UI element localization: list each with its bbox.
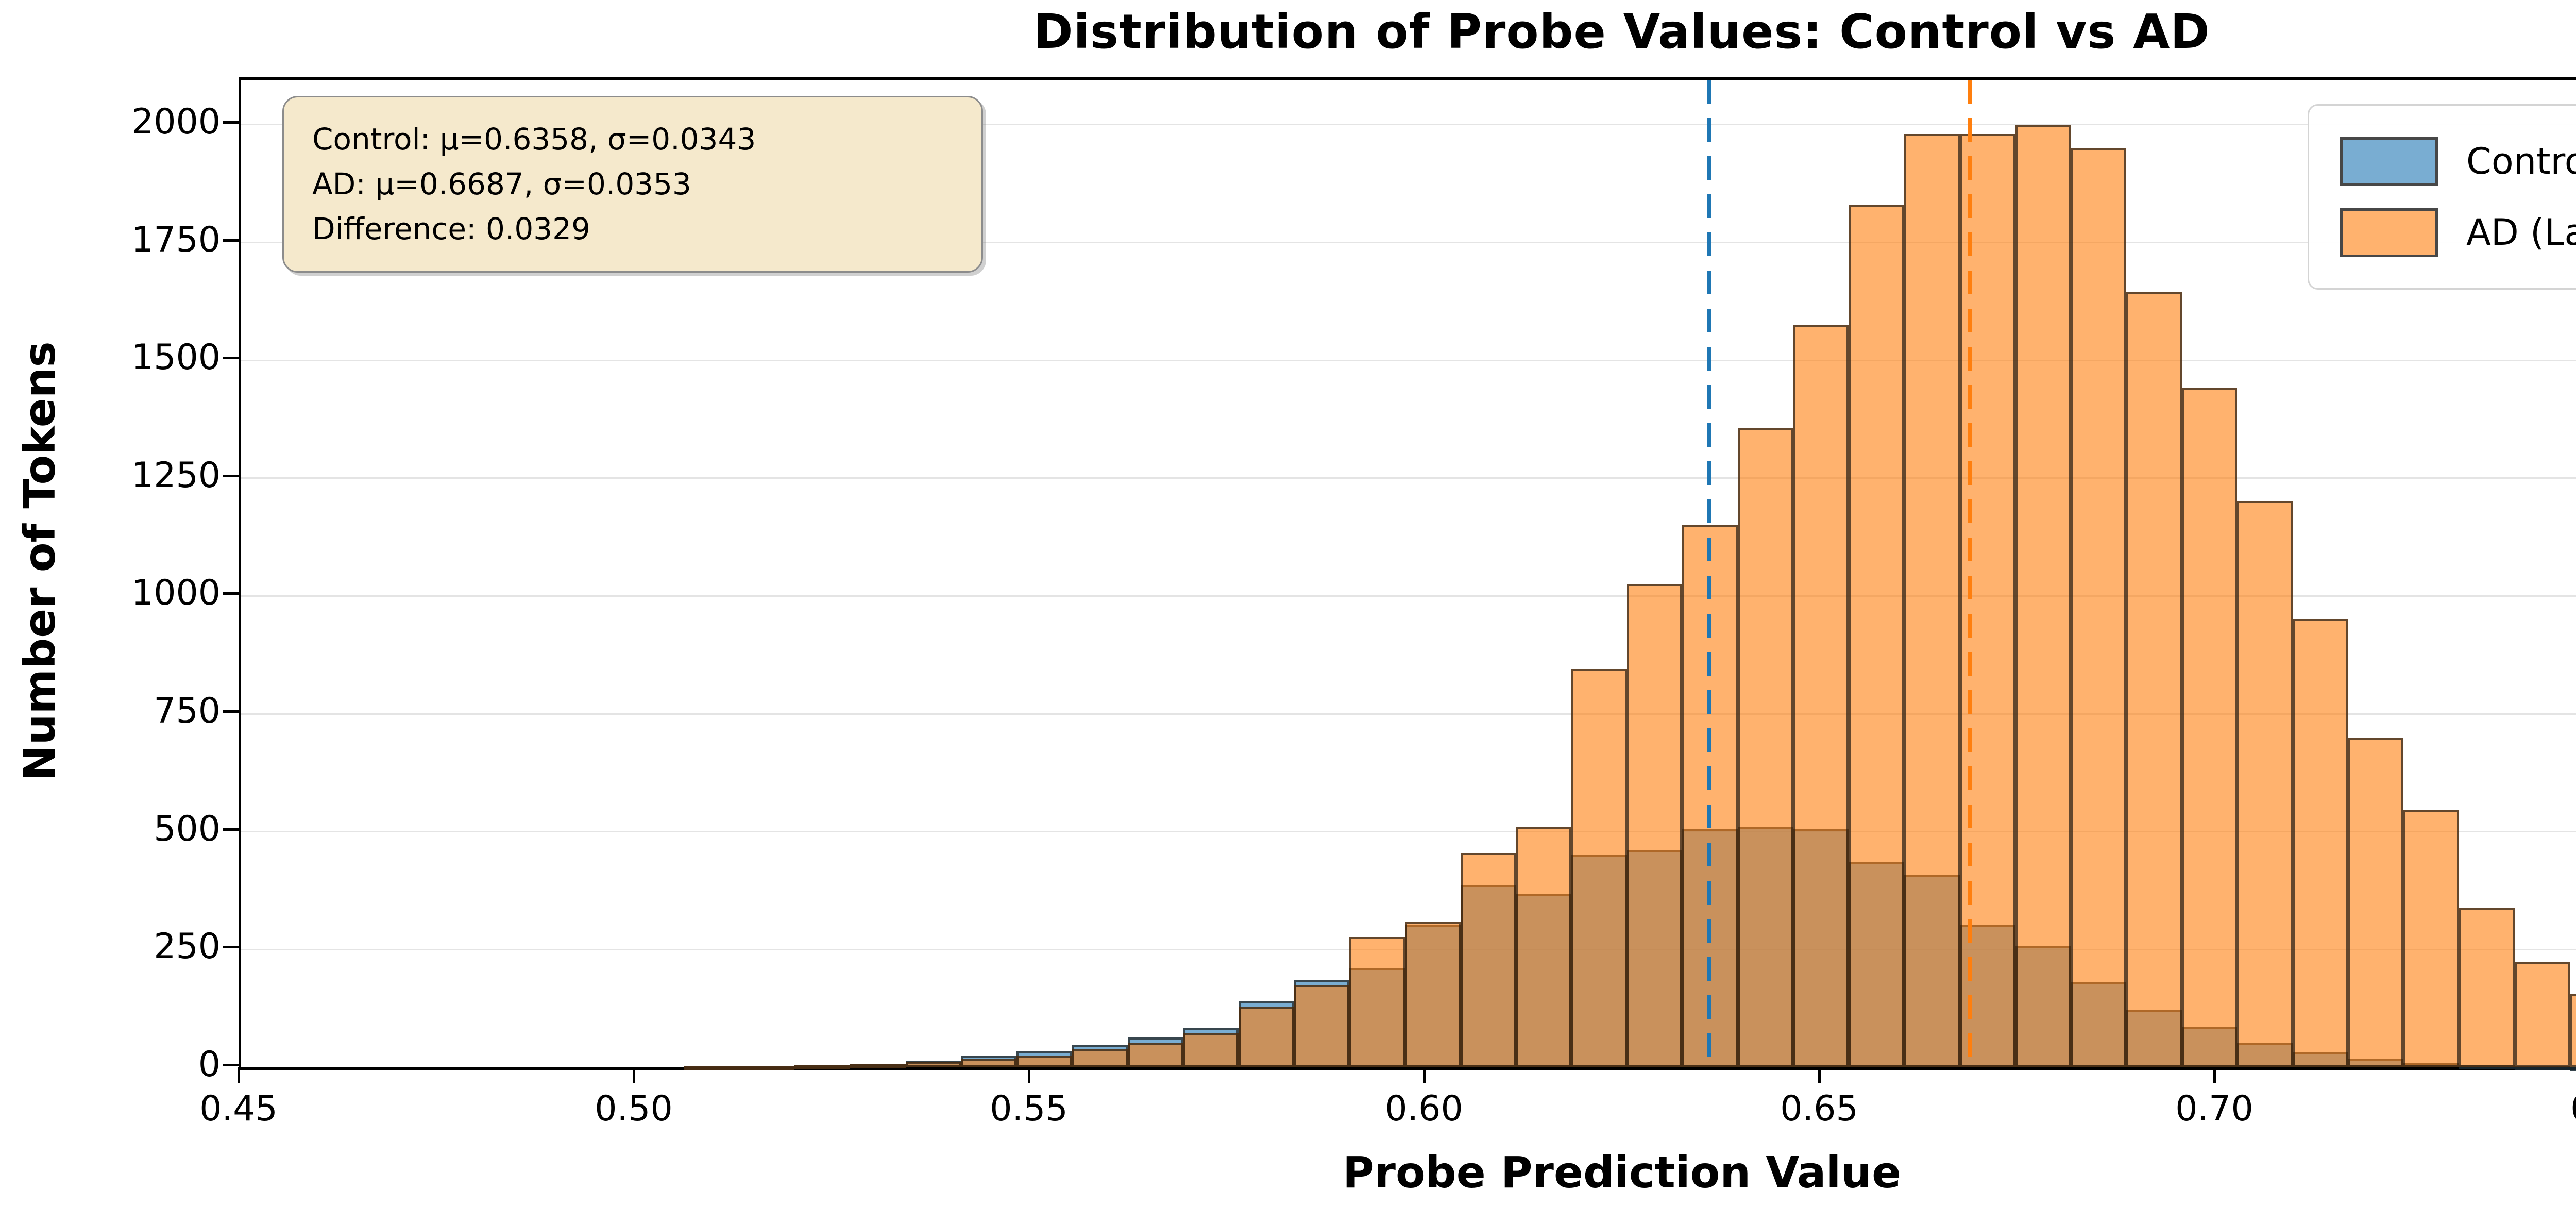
y-tick-label: 750 xyxy=(154,691,221,732)
ad-bar xyxy=(2570,994,2576,1067)
x-axis-label: Probe Prediction Value xyxy=(1342,1147,1902,1198)
ad-bar xyxy=(1571,669,1627,1067)
legend-item-control: Control (Label=0) xyxy=(2340,130,2576,192)
y-tick-label: 1500 xyxy=(131,337,221,378)
ad-bar xyxy=(961,1059,1017,1067)
x-tick-label: 0.50 xyxy=(595,1089,673,1129)
ad-bar xyxy=(2348,737,2404,1067)
ad-bar xyxy=(1626,583,1683,1067)
ad-bar xyxy=(2292,619,2348,1067)
y-tick-label: 2000 xyxy=(131,101,221,142)
plot-area xyxy=(239,77,2576,1072)
control-bar xyxy=(2514,1066,2570,1071)
y-tick-label: 1750 xyxy=(131,219,221,260)
ad-bar xyxy=(1016,1056,1072,1067)
stats-line-control: Control: μ=0.6358, σ=0.0343 xyxy=(312,122,756,157)
gridline-y-500 xyxy=(241,831,2576,833)
x-tick-mark xyxy=(237,1067,240,1083)
y-tick-mark xyxy=(223,946,239,949)
chart-title: Distribution of Probe Values: Control vs… xyxy=(1033,4,2210,59)
y-tick-label: 500 xyxy=(154,808,221,849)
ad-bar xyxy=(1127,1043,1183,1067)
ad-swatch-icon xyxy=(2340,208,2438,257)
x-tick-mark xyxy=(1422,1067,1426,1083)
y-tick-mark xyxy=(223,239,239,242)
ad-bar xyxy=(2015,124,2071,1067)
ad-bar xyxy=(2181,388,2238,1067)
ad-bar xyxy=(2237,500,2293,1067)
ad-bar xyxy=(2403,809,2459,1067)
ad-bar xyxy=(905,1062,961,1067)
y-tick-mark xyxy=(223,592,239,595)
y-tick-mark xyxy=(223,710,239,713)
gridline-y-1250 xyxy=(241,477,2576,479)
y-tick-mark xyxy=(223,357,239,360)
y-tick-label: 0 xyxy=(198,1044,221,1085)
control-mean-line xyxy=(1707,80,1712,1067)
legend-label-control: Control (Label=0) xyxy=(2466,140,2576,182)
ad-bar xyxy=(1793,324,1849,1067)
y-tick-label: 250 xyxy=(154,926,221,967)
ad-bar xyxy=(1904,134,1960,1067)
ad-bar xyxy=(794,1065,851,1070)
x-tick-label: 0.65 xyxy=(1780,1089,1858,1129)
x-tick-mark xyxy=(632,1067,635,1083)
stats-annotation-box: Control: μ=0.6358, σ=0.0343 AD: μ=0.6687… xyxy=(282,96,983,273)
stats-line-ad: AD: μ=0.6687, σ=0.0353 xyxy=(312,166,691,202)
gridline-y-2000 xyxy=(241,124,2576,126)
ad-bar xyxy=(2514,962,2570,1067)
ad-bar xyxy=(1516,826,1571,1067)
ad-bar xyxy=(1072,1049,1128,1067)
legend-item-ad: AD (Label=1) xyxy=(2340,202,2576,263)
ad-bar xyxy=(2071,148,2126,1067)
ad-bar xyxy=(1294,985,1350,1067)
y-tick-label: 1000 xyxy=(131,573,221,614)
x-tick-label: 0.45 xyxy=(199,1089,278,1129)
ad-bar xyxy=(1404,922,1461,1067)
ad-bar xyxy=(1460,852,1516,1067)
legend-label-ad: AD (Label=1) xyxy=(2466,211,2576,254)
gridline-y-1750 xyxy=(241,242,2576,244)
control-bar xyxy=(2570,1067,2576,1072)
ad-bar xyxy=(2459,907,2515,1067)
y-tick-label: 1250 xyxy=(131,455,221,496)
ad-bar xyxy=(850,1064,906,1068)
y-tick-mark xyxy=(223,828,239,831)
ad-mean-line xyxy=(1967,80,1972,1067)
gridline-y-750 xyxy=(241,713,2576,715)
control-swatch-icon xyxy=(2340,137,2438,186)
y-tick-mark xyxy=(223,121,239,124)
ad-bar xyxy=(1349,936,1405,1067)
ad-bar xyxy=(2126,292,2182,1067)
y-tick-mark xyxy=(223,1064,239,1066)
ad-bar xyxy=(1849,205,1905,1067)
legend: Control (Label=0) AD (Label=1) xyxy=(2308,104,2576,290)
ad-bar xyxy=(1738,427,1793,1067)
x-tick-mark xyxy=(1818,1067,1821,1083)
y-tick-mark xyxy=(223,474,239,477)
x-tick-label: 0.75 xyxy=(2522,1087,2576,1131)
x-tick-label: 0.60 xyxy=(1385,1089,1463,1129)
x-tick-mark xyxy=(2213,1067,2216,1083)
ad-bar xyxy=(1238,1007,1294,1067)
x-tick-label: 0.70 xyxy=(2175,1089,2253,1129)
ad-bar xyxy=(1183,1033,1239,1067)
ad-bar xyxy=(739,1066,795,1070)
x-tick-mark xyxy=(1027,1067,1030,1083)
stats-line-difference: Difference: 0.0329 xyxy=(312,211,590,246)
ad-bar xyxy=(684,1066,739,1071)
gridline-y-1500 xyxy=(241,359,2576,361)
x-tick-label: 0.55 xyxy=(990,1089,1068,1129)
gridline-y-1000 xyxy=(241,595,2576,597)
